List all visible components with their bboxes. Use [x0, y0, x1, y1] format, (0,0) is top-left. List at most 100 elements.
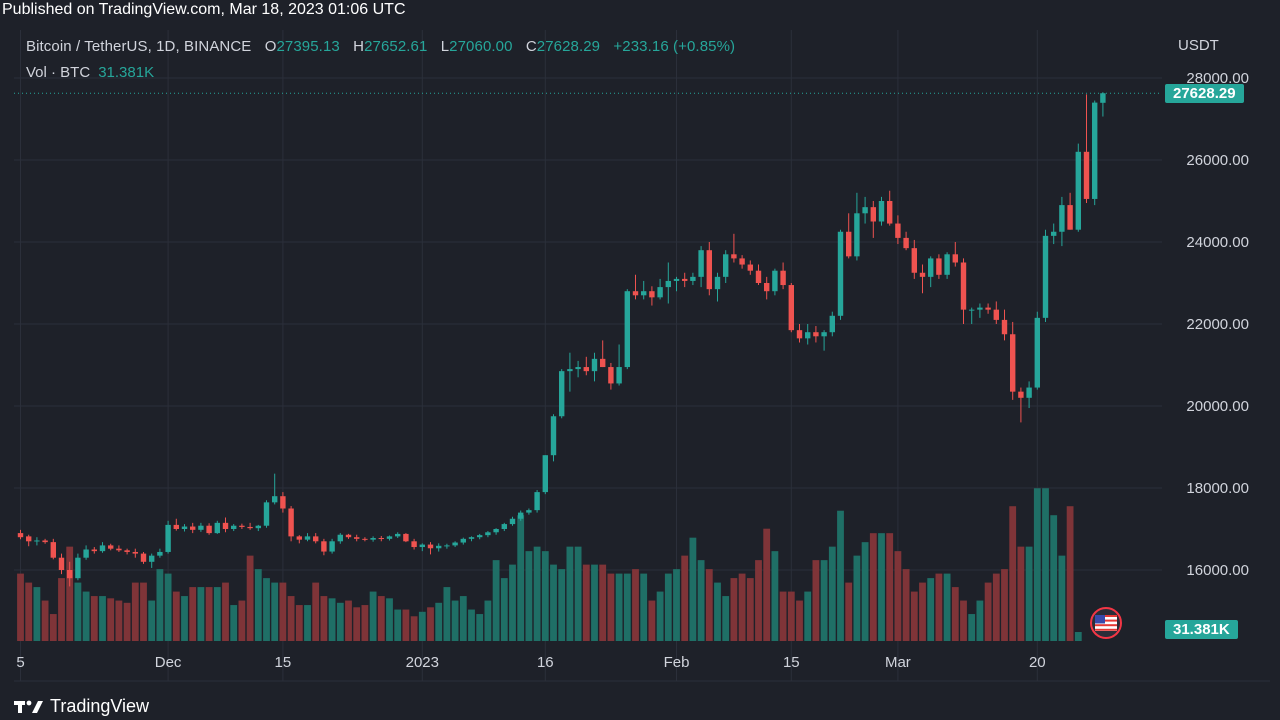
volume-bar	[886, 533, 894, 641]
candle	[1042, 229, 1049, 322]
volume-bar	[960, 600, 967, 641]
volume-bar	[74, 582, 82, 641]
candle-body	[477, 535, 483, 538]
candle-body	[559, 371, 565, 417]
volume-bar	[246, 555, 254, 641]
volume-bar	[1033, 488, 1041, 641]
volume-bar	[271, 582, 279, 641]
candle	[272, 473, 278, 505]
candle	[657, 278, 663, 300]
candle	[1018, 387, 1024, 423]
candle-body	[1059, 205, 1065, 232]
volume-bar	[1074, 632, 1082, 641]
volume-bar	[427, 607, 434, 641]
candle-body	[591, 358, 598, 372]
candle	[821, 330, 827, 351]
volume-bar	[746, 578, 754, 641]
volume-bar	[123, 602, 131, 641]
candle-body	[173, 524, 179, 529]
candle-body	[280, 496, 286, 509]
volume-bar	[951, 587, 959, 641]
volume-bar	[689, 537, 697, 641]
candle	[83, 545, 89, 560]
volume-bar	[459, 596, 467, 641]
candle	[386, 535, 393, 541]
candle-body	[731, 254, 737, 259]
volume-bar	[820, 560, 828, 641]
volume-bar	[599, 564, 607, 641]
candle-body	[157, 551, 163, 556]
volume-label: Vol · BTC	[26, 64, 91, 81]
tradingview-footer[interactable]: TradingView	[14, 696, 149, 717]
volume-bar	[787, 591, 795, 641]
candle	[624, 289, 630, 370]
candle	[764, 276, 770, 300]
candle-body	[936, 258, 942, 275]
candle-body	[263, 502, 270, 526]
volume-bar	[164, 573, 172, 641]
high-label: H	[353, 38, 365, 55]
volume-bar	[943, 573, 951, 641]
candle-body	[829, 315, 835, 333]
candle	[944, 252, 950, 279]
candle	[124, 548, 130, 555]
candle-body	[649, 291, 655, 298]
candle	[157, 548, 163, 558]
candle	[329, 538, 335, 554]
candle	[518, 510, 524, 521]
candle-body	[419, 544, 425, 548]
candle	[829, 311, 835, 337]
volume-bar	[714, 582, 721, 641]
volume-bar	[361, 605, 369, 641]
volume-bar	[394, 609, 402, 641]
candle-body	[214, 522, 220, 534]
candle-body	[427, 544, 434, 549]
symbol-label: Bitcoin / TetherUS, 1D, BINANCE	[26, 38, 252, 55]
candle-body	[616, 367, 622, 384]
candle-body	[526, 510, 532, 513]
candles	[17, 92, 1106, 587]
candle	[903, 231, 909, 251]
candle	[149, 553, 155, 568]
tradingview-logo-icon	[14, 700, 43, 713]
candle-body	[682, 278, 688, 281]
volume-bar	[796, 600, 803, 641]
y-tick-label: 26000.00	[1186, 152, 1249, 169]
candle	[616, 344, 622, 386]
volume-bar	[369, 591, 377, 641]
volume-bars	[17, 488, 1082, 641]
us-flag-icon[interactable]	[1090, 607, 1122, 639]
candle-body	[969, 309, 975, 311]
x-tick-label: Dec	[155, 654, 182, 671]
candle-body	[813, 332, 819, 337]
volume-bar	[492, 560, 500, 641]
candle-body	[493, 529, 499, 533]
candle	[42, 538, 48, 544]
candle	[296, 535, 302, 544]
volume-bar	[541, 551, 549, 641]
candle	[846, 213, 852, 259]
volume-bar	[558, 569, 566, 641]
candle	[1051, 223, 1057, 245]
candle-body	[509, 518, 516, 525]
candle-body	[321, 541, 327, 552]
low-value: 27060.00	[449, 38, 513, 55]
candle	[140, 551, 147, 564]
candle	[1075, 143, 1081, 232]
candle	[460, 537, 466, 545]
candle-body	[108, 545, 114, 549]
candle	[952, 242, 958, 267]
candle	[936, 254, 942, 279]
volume-bar	[861, 542, 869, 641]
candle	[231, 524, 237, 532]
x-tick-label: 5	[16, 654, 24, 671]
candle-body	[993, 309, 999, 320]
volume-bar	[804, 591, 812, 641]
candle-body	[796, 330, 803, 339]
volume-bar	[755, 560, 762, 641]
candle	[796, 324, 803, 343]
candle	[337, 533, 343, 544]
candle	[649, 286, 655, 306]
volume-bar	[353, 607, 361, 641]
